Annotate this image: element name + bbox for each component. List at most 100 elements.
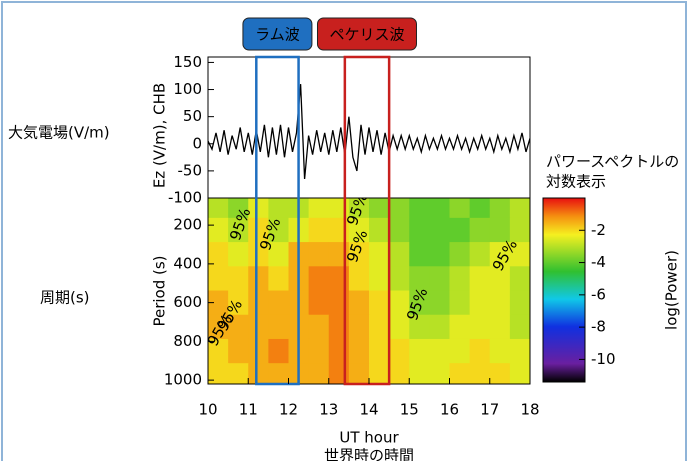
heat-cell bbox=[208, 217, 229, 243]
x-axis-label: UT hour bbox=[339, 429, 399, 447]
heat-cell bbox=[268, 290, 289, 316]
colorbar-tick-label: -2 bbox=[591, 221, 606, 239]
heat-cell bbox=[449, 198, 471, 219]
heat-cell bbox=[449, 217, 471, 243]
heat-cell bbox=[509, 242, 530, 267]
heat-cell bbox=[509, 217, 530, 243]
heat-cell bbox=[248, 314, 269, 340]
heat-cell bbox=[348, 290, 370, 316]
heat-cell bbox=[248, 338, 269, 364]
heat-cell bbox=[248, 290, 269, 316]
heat-cell bbox=[489, 217, 511, 243]
heat-cell bbox=[389, 266, 410, 292]
heat-cell bbox=[449, 242, 471, 267]
y-tick-label: 100 bbox=[173, 80, 202, 98]
heatmap: 95%95% 95%95%95%95%95%95% bbox=[208, 198, 530, 384]
y-tick-label: 50 bbox=[183, 107, 202, 125]
heat-cell bbox=[489, 314, 511, 340]
heat-cell bbox=[228, 338, 249, 364]
heat-cell bbox=[208, 290, 229, 316]
heat-cell bbox=[369, 217, 390, 243]
heat-cell bbox=[369, 290, 390, 316]
heat-cell bbox=[509, 266, 530, 292]
heat-cell bbox=[348, 242, 370, 267]
heat-cell bbox=[429, 266, 450, 292]
heat-cell bbox=[369, 338, 390, 364]
heat-cell bbox=[348, 338, 370, 364]
heat-cell bbox=[389, 290, 410, 316]
heat-cell bbox=[389, 363, 410, 384]
heat-cell bbox=[308, 338, 330, 364]
side-label: 大気電場(V/m) bbox=[8, 124, 110, 142]
highlight-tag bbox=[242, 17, 313, 51]
heat-cell bbox=[248, 266, 269, 292]
ez-line bbox=[208, 84, 530, 180]
heat-cell bbox=[489, 242, 511, 267]
heat-cell bbox=[228, 266, 249, 292]
x-tick-label: 11 bbox=[239, 401, 258, 419]
y-tick-label: 1000 bbox=[164, 371, 202, 389]
heat-cell bbox=[228, 242, 249, 267]
heat-cell bbox=[429, 290, 450, 316]
heat-cell bbox=[389, 217, 410, 243]
y-tick-label: -100 bbox=[168, 189, 202, 207]
heat-cell bbox=[268, 217, 289, 243]
heat-cell bbox=[348, 266, 370, 292]
y-tick-label: 150 bbox=[173, 53, 202, 71]
heat-cell bbox=[409, 290, 430, 316]
heat-cell bbox=[248, 363, 269, 384]
heat-cell bbox=[469, 290, 491, 316]
heat-cell bbox=[489, 266, 511, 292]
heat-cell bbox=[409, 363, 430, 384]
y-tick-label: 600 bbox=[173, 293, 202, 311]
heat-cell bbox=[489, 198, 511, 219]
x-tick-label: 12 bbox=[279, 401, 298, 419]
heat-cell bbox=[348, 198, 370, 219]
heat-cell bbox=[389, 242, 410, 267]
y-axis-label: Period (s) bbox=[151, 255, 169, 326]
heat-cell bbox=[429, 198, 450, 219]
heat-cell bbox=[328, 314, 350, 340]
heat-cell bbox=[469, 198, 491, 219]
heat-cell bbox=[328, 338, 350, 364]
heat-cell bbox=[509, 363, 530, 384]
highlight-label: ラム波 bbox=[255, 26, 300, 44]
heat-cell bbox=[268, 314, 289, 340]
heat-cell bbox=[248, 217, 269, 243]
heat-cell bbox=[449, 266, 471, 292]
heat-cell bbox=[268, 198, 289, 219]
heat-cell bbox=[489, 363, 511, 384]
highlight-span bbox=[255, 55, 300, 386]
heat-cell bbox=[389, 338, 410, 364]
heat-cell bbox=[409, 314, 430, 340]
heat-cell bbox=[489, 338, 511, 364]
heat-cell bbox=[409, 266, 430, 292]
heat-cell bbox=[228, 363, 249, 384]
highlight-span bbox=[343, 55, 391, 386]
heat-cell bbox=[248, 198, 269, 219]
colorbar-tick-label: -10 bbox=[591, 350, 616, 368]
heat-cell bbox=[348, 314, 370, 340]
heat-cell bbox=[268, 242, 289, 267]
colorbar-tick-label: -4 bbox=[591, 253, 606, 271]
heat-cell bbox=[489, 290, 511, 316]
y-axis-label: Ez (V/m), CHB bbox=[151, 83, 169, 188]
heat-cell bbox=[228, 198, 249, 219]
heat-cell bbox=[429, 314, 450, 340]
colorbar-tick-label: -8 bbox=[591, 318, 606, 336]
x-tick-label: 17 bbox=[480, 401, 499, 419]
heat-cell bbox=[509, 338, 530, 364]
heat-cell bbox=[308, 217, 330, 243]
heat-cell bbox=[369, 198, 390, 219]
heat-cell bbox=[469, 242, 491, 267]
heat-cell bbox=[509, 198, 530, 219]
heat-cell bbox=[429, 217, 450, 243]
heat-cell bbox=[308, 290, 330, 316]
x-tick-label: 18 bbox=[520, 401, 539, 419]
heat-cell bbox=[369, 266, 390, 292]
heat-cell bbox=[208, 266, 229, 292]
x-tick-label: 15 bbox=[400, 401, 419, 419]
heat-cell bbox=[308, 198, 330, 219]
heat-cell bbox=[449, 290, 471, 316]
x-tick-label: 16 bbox=[440, 401, 459, 419]
